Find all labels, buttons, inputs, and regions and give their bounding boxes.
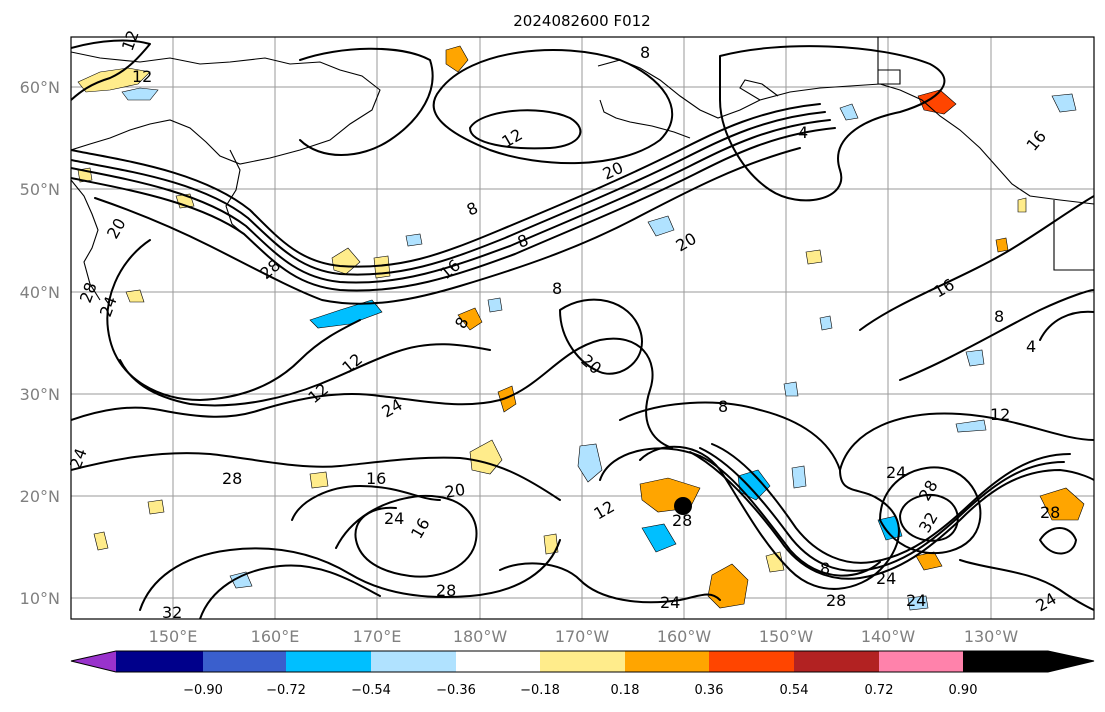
contour-label: 8 <box>640 43 650 62</box>
colorbar-tick-label: −0.36 <box>436 683 476 698</box>
contour-label: 4 <box>1026 337 1036 356</box>
contour-label: 28 <box>1040 503 1060 522</box>
lat-label: 20°N <box>20 487 60 506</box>
contour-label: 8 <box>994 307 1004 326</box>
colorbar-tick-label: −0.72 <box>266 683 306 698</box>
coastlines <box>71 37 1094 301</box>
colorbar-tick-label: 0.18 <box>611 683 640 698</box>
colorbar-segment <box>709 651 794 672</box>
contour-label: 24 <box>906 591 926 610</box>
colorbar-segment <box>371 651 456 672</box>
colorbar-tick-label: 0.54 <box>780 683 809 698</box>
lon-label: 170°W <box>555 627 610 646</box>
contour-label: 4 <box>798 123 808 142</box>
colorbar-segment <box>879 651 963 672</box>
contour-label: 24 <box>660 593 680 612</box>
storm-center-marker <box>674 497 692 515</box>
lon-label: 150°W <box>759 627 814 646</box>
colorbar-tick-label: 0.36 <box>695 683 724 698</box>
lon-label: 140°W <box>861 627 916 646</box>
lon-label: 160°E <box>251 627 300 646</box>
latitude-labels: 60°N 50°N 40°N 30°N 20°N 10°N <box>20 78 60 608</box>
lat-label: 50°N <box>20 180 60 199</box>
colorbar-segment <box>625 651 709 672</box>
graticule <box>71 37 1094 619</box>
contour-label: 24 <box>384 509 404 528</box>
contour-label: 8 <box>552 279 562 298</box>
colorbar-segment <box>963 651 1094 672</box>
colorbar-segment <box>116 651 203 672</box>
colorbar-segment <box>71 651 116 672</box>
contour-label: 24 <box>876 569 896 588</box>
colorbar-tick-label: 0.72 <box>865 683 894 698</box>
contour-label: 12 <box>132 67 152 86</box>
colorbar-segment <box>540 651 625 672</box>
colorbar-tick-label: 0.90 <box>949 683 978 698</box>
colorbar-segment <box>203 651 286 672</box>
lat-label: 30°N <box>20 385 60 404</box>
lon-label: 130°W <box>964 627 1019 646</box>
lon-label: 180°W <box>453 627 508 646</box>
contour-label: 20 <box>443 480 466 502</box>
colorbar-outline <box>70 650 1095 673</box>
contour-label: 28 <box>436 581 456 600</box>
contour-label: 28 <box>222 469 242 488</box>
colorbar-tick-label: −0.90 <box>183 683 223 698</box>
map-plot-area: 12 12 8 12 4 16 20 8 8 20 20 28 16 8 8 1… <box>66 28 1095 622</box>
contour-label: 16 <box>366 469 386 488</box>
colorbar: −0.90 −0.72 −0.54 −0.36 −0.18 0.18 0.36 … <box>70 650 1095 698</box>
contour-label: 8 <box>820 559 830 578</box>
contour-label: 24 <box>886 463 906 482</box>
map-frame <box>70 36 1095 620</box>
lat-label: 40°N <box>20 283 60 302</box>
lon-label: 160°W <box>657 627 712 646</box>
colorbar-tick-label: −0.54 <box>351 683 391 698</box>
colorbar-tick-label: −0.18 <box>520 683 560 698</box>
colorbar-segment <box>794 651 879 672</box>
contour-label: 28 <box>826 591 846 610</box>
lon-label: 150°E <box>149 627 198 646</box>
lon-label: 170°E <box>353 627 402 646</box>
lat-label: 10°N <box>20 589 60 608</box>
contour-label: 12 <box>990 405 1010 424</box>
lat-label: 60°N <box>20 78 60 97</box>
longitude-labels: 150°E 160°E 170°E 180°W 170°W 160°W 150°… <box>149 627 1019 646</box>
contour-label: 8 <box>718 397 728 416</box>
colorbar-segment <box>286 651 371 672</box>
colorbar-segment <box>456 651 540 672</box>
contour-lines <box>71 39 1094 619</box>
contour-label: 28 <box>672 511 692 530</box>
contour-label: 32 <box>162 603 182 622</box>
figure-title: 2024082600 F012 <box>513 12 650 30</box>
